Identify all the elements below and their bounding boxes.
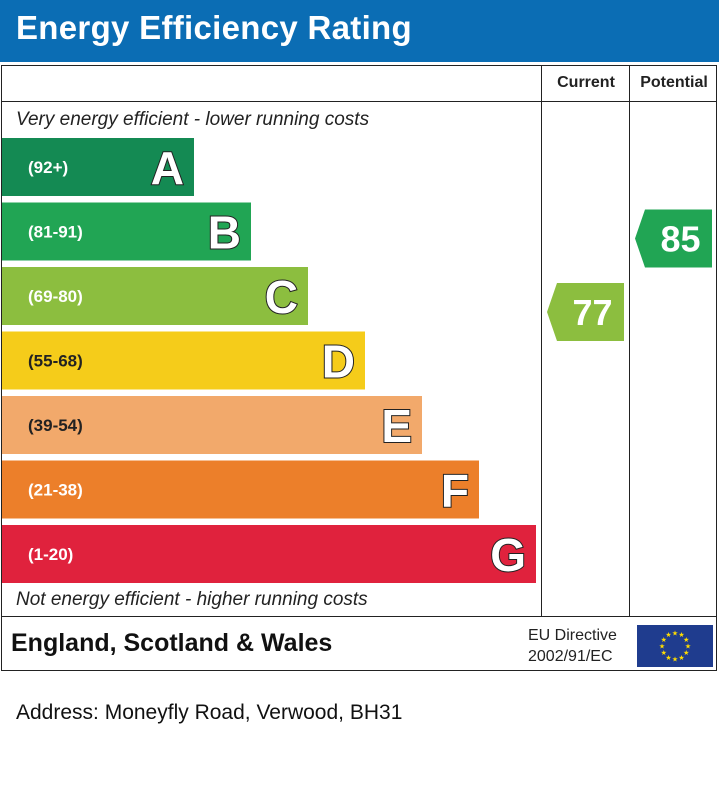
potential-rating-value: 85 (660, 219, 700, 260)
eu-star-icon: ★ (672, 630, 678, 638)
address-text: Address: Moneyfly Road, Verwood, BH31 (16, 701, 403, 724)
eu-star-icon: ★ (659, 643, 665, 651)
eu-star-icon: ★ (665, 654, 671, 662)
band-bar-c (2, 267, 308, 325)
band-range-a: (92+) (28, 158, 68, 177)
band-bar-g (2, 525, 536, 583)
band-bar-a (2, 138, 194, 196)
rating-bars-chart: (92+) A (81-91) B (69-80) C (55-68) D (39-54) E (2… (2, 138, 712, 583)
eu-star-icon: ★ (678, 631, 684, 639)
rating-table-frame (1, 65, 717, 671)
region-label: England, Scotland & Wales (11, 629, 333, 657)
eu-star-icon: ★ (661, 636, 667, 644)
band-range-b: (81-91) (28, 223, 83, 242)
eu-star-icon: ★ (672, 656, 678, 664)
eu-directive-label: EU Directive (528, 627, 617, 644)
band-letter-f: F (441, 465, 469, 517)
band-letter-d: D (322, 336, 355, 388)
eu-star-icon: ★ (685, 643, 691, 651)
column-header-potential: Potential (640, 74, 708, 91)
eu-flag-icon: ★★★★★★★★★ ★ ★★ (637, 625, 713, 667)
band-bar-f (2, 460, 479, 519)
band-range-f: (21-38) (28, 481, 83, 500)
band-letter-a: A (151, 142, 184, 194)
band-letter-b: B (208, 207, 241, 259)
band-letter-e: E (381, 400, 412, 452)
footer-row-divider (1, 616, 717, 617)
band-bar-d (2, 331, 365, 390)
caption-very-efficient: Very energy efficient - lower running co… (16, 109, 370, 130)
eu-directive-number: 2002/91/EC (528, 648, 613, 665)
column-divider-current (541, 65, 542, 617)
band-bar-b (2, 202, 251, 261)
band-range-c: (69-80) (28, 287, 83, 306)
current-rating-value: 77 (572, 292, 612, 333)
potential-rating-arrow (635, 209, 712, 268)
eu-flag-background (637, 625, 713, 667)
band-bar-e (2, 396, 422, 454)
column-header-current: Current (557, 74, 615, 91)
eu-star-icon: ★ (661, 649, 667, 657)
band-range-e: (39-54) (28, 416, 83, 435)
header-bar: Energy Efficiency Rating (0, 0, 719, 62)
band-range-g: (1-20) (28, 545, 73, 564)
caption-not-efficient: Not energy efficient - higher running co… (16, 589, 368, 610)
column-divider-potential (629, 65, 630, 617)
eu-star-icon: ★ (665, 631, 671, 639)
current-rating-arrow (547, 283, 624, 341)
eu-star-icon: ★ (683, 649, 689, 657)
band-letter-g: G (490, 529, 526, 581)
band-letter-c: C (265, 271, 298, 323)
band-range-d: (55-68) (28, 352, 83, 371)
eu-star-icon: ★ (683, 636, 689, 644)
page-title: Energy Efficiency Rating (16, 9, 412, 46)
header-row-divider (1, 101, 717, 102)
eu-star-icon: ★ (678, 654, 684, 662)
